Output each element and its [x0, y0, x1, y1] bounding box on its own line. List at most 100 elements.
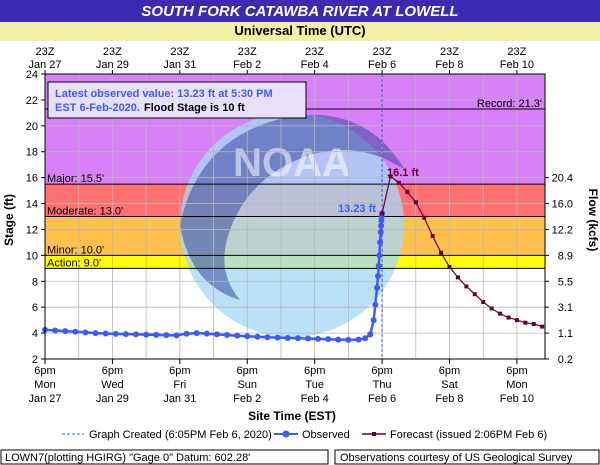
- y-tick-label-8: 18: [26, 147, 38, 159]
- observed-point-17: [213, 331, 220, 338]
- observed-point-27: [315, 335, 322, 342]
- observed-point-14: [183, 330, 190, 337]
- forecast-point-6: [430, 233, 435, 238]
- y-tick-label-5: 12: [26, 224, 38, 236]
- x-tick-time-0: 6pm: [34, 365, 55, 377]
- x-tick-date-6: Feb 8: [435, 393, 463, 405]
- forecast-point-10: [464, 284, 469, 289]
- y2-tick-label-3: 8.9: [558, 250, 573, 262]
- x-tick-weekday-6: Sat: [441, 379, 458, 391]
- top-tick-date-1: Jan 29: [96, 59, 129, 71]
- observed-point-30: [345, 336, 352, 343]
- observed-point-7: [112, 330, 119, 337]
- top-axis-title: Universal Time (UTC): [234, 23, 365, 38]
- observed-point-12: [163, 332, 170, 339]
- observed-point-38: [375, 262, 382, 269]
- latest-observed-line2: EST 6-Feb-2020. Flood Stage is 10 ft: [55, 102, 245, 114]
- series-lines: [42, 174, 545, 343]
- x-tick-date-0: Jan 27: [28, 393, 61, 405]
- legend-observed-label: Observed: [302, 429, 350, 441]
- flood-stage-label-2: Moderate: 13.0': [47, 206, 123, 218]
- footer-left-box: [0, 449, 329, 465]
- observed-point-22: [264, 334, 271, 341]
- observed-point-20: [244, 333, 251, 340]
- observed-point-13: [173, 332, 180, 339]
- x-tick-weekday-0: Mon: [34, 379, 55, 391]
- observed-point-11: [153, 331, 160, 338]
- observed-point-32: [362, 335, 369, 342]
- forecast-point-19: [540, 324, 545, 329]
- x-tick-time-6: 6pm: [439, 365, 460, 377]
- legend-forecast-marker: [372, 432, 376, 436]
- observed-point-19: [234, 332, 241, 339]
- legend-forecast-label: Forecast (issued 2:06PM Feb 6): [390, 429, 547, 441]
- observed-point-5: [92, 330, 99, 337]
- y-tick-label-1: 4: [32, 328, 38, 340]
- observed-point-23: [274, 334, 281, 341]
- x-tick-date-7: Feb 10: [500, 393, 534, 405]
- title-bar: [0, 0, 600, 22]
- observed-point-16: [203, 330, 210, 337]
- observed-point-6: [102, 330, 109, 337]
- forecast-point-11: [472, 292, 477, 297]
- observed-point-36: [374, 284, 381, 291]
- y-tick-label-9: 20: [26, 121, 38, 133]
- forecast-point-5: [422, 215, 427, 220]
- top-tick-date-4: Feb 4: [301, 59, 329, 71]
- latest-observed-line1: Latest observed value: 13.23 ft at 5:30 …: [55, 88, 273, 100]
- y-tick-label-10: 22: [26, 95, 38, 107]
- axes: 246810121416182022241.13.15.58.912.216.0…: [26, 46, 573, 405]
- x-tick-weekday-2: Fri: [173, 379, 186, 391]
- noaa-logo-bird: [180, 114, 405, 300]
- legend-observed-marker: [282, 430, 290, 438]
- forecast-point-17: [523, 320, 528, 325]
- y-axis-title: Stage (ft): [2, 194, 16, 246]
- y2-tick-label-4: 12.2: [552, 224, 573, 236]
- top-tick-time-3: 23Z: [238, 46, 257, 58]
- y2-tick-label-1: 3.1: [558, 302, 573, 314]
- top-tick-date-5: Feb 6: [368, 59, 396, 71]
- observed-point-21: [254, 333, 261, 340]
- observed-point-24: [284, 335, 291, 342]
- observed-value-label: 13.23 ft: [338, 203, 376, 215]
- y-tick-label-4: 10: [26, 250, 38, 262]
- observed-point-34: [370, 317, 377, 324]
- top-tick-time-4: 23Z: [305, 46, 324, 58]
- legend-graph-created-label: Graph Created (6:05PM Feb 6, 2020): [89, 429, 272, 441]
- x-tick-date-5: Feb 6: [368, 393, 396, 405]
- top-tick-time-0: 23Z: [36, 46, 55, 58]
- y2-tick-label-5: 16.0: [552, 199, 573, 211]
- forecast-point-1: [388, 174, 393, 179]
- forecast-point-7: [439, 250, 444, 255]
- forecast-point-12: [481, 300, 486, 304]
- observed-point-35: [372, 301, 379, 308]
- x-tick-time-2: 6pm: [169, 365, 190, 377]
- observed-point-25: [294, 335, 301, 342]
- flood-stage-label-0: Action: 9.0': [47, 257, 101, 269]
- top-tick-time-2: 23Z: [170, 46, 189, 58]
- y2-tick-label-2: 5.5: [558, 276, 573, 288]
- latest-observed-date: EST 6-Feb-2020.: [55, 102, 140, 114]
- observed-point-37: [375, 273, 382, 280]
- flood-stage-label-1: Minor: 10.0': [47, 244, 104, 256]
- record-label: Record: 21.3': [477, 98, 542, 110]
- x-tick-time-4: 6pm: [304, 365, 325, 377]
- x-axis-title: Site Time (EST): [248, 409, 336, 423]
- observed-point-26: [304, 335, 311, 342]
- flood-stage-note: Flood Stage is 10 ft: [144, 102, 245, 114]
- x-tick-weekday-5: Thu: [373, 379, 392, 391]
- top-tick-date-0: Jan 27: [28, 59, 61, 71]
- forecast-point-13: [489, 306, 494, 311]
- y-tick-label-0: 2: [32, 354, 38, 366]
- observed-point-42: [378, 222, 385, 229]
- chart-title: SOUTH FORK CATAWBA RIVER AT LOWELL: [141, 3, 458, 20]
- plot-frame: [44, 73, 546, 360]
- flood-stage-label-3: Major: 15.5': [47, 173, 104, 185]
- forecast-point-4: [413, 200, 418, 205]
- top-tick-date-3: Feb 2: [233, 59, 261, 71]
- observed-point-9: [133, 331, 140, 338]
- forecast-point-8: [447, 265, 452, 270]
- observed-point-39: [376, 252, 383, 259]
- x-tick-weekday-4: Tue: [305, 379, 324, 391]
